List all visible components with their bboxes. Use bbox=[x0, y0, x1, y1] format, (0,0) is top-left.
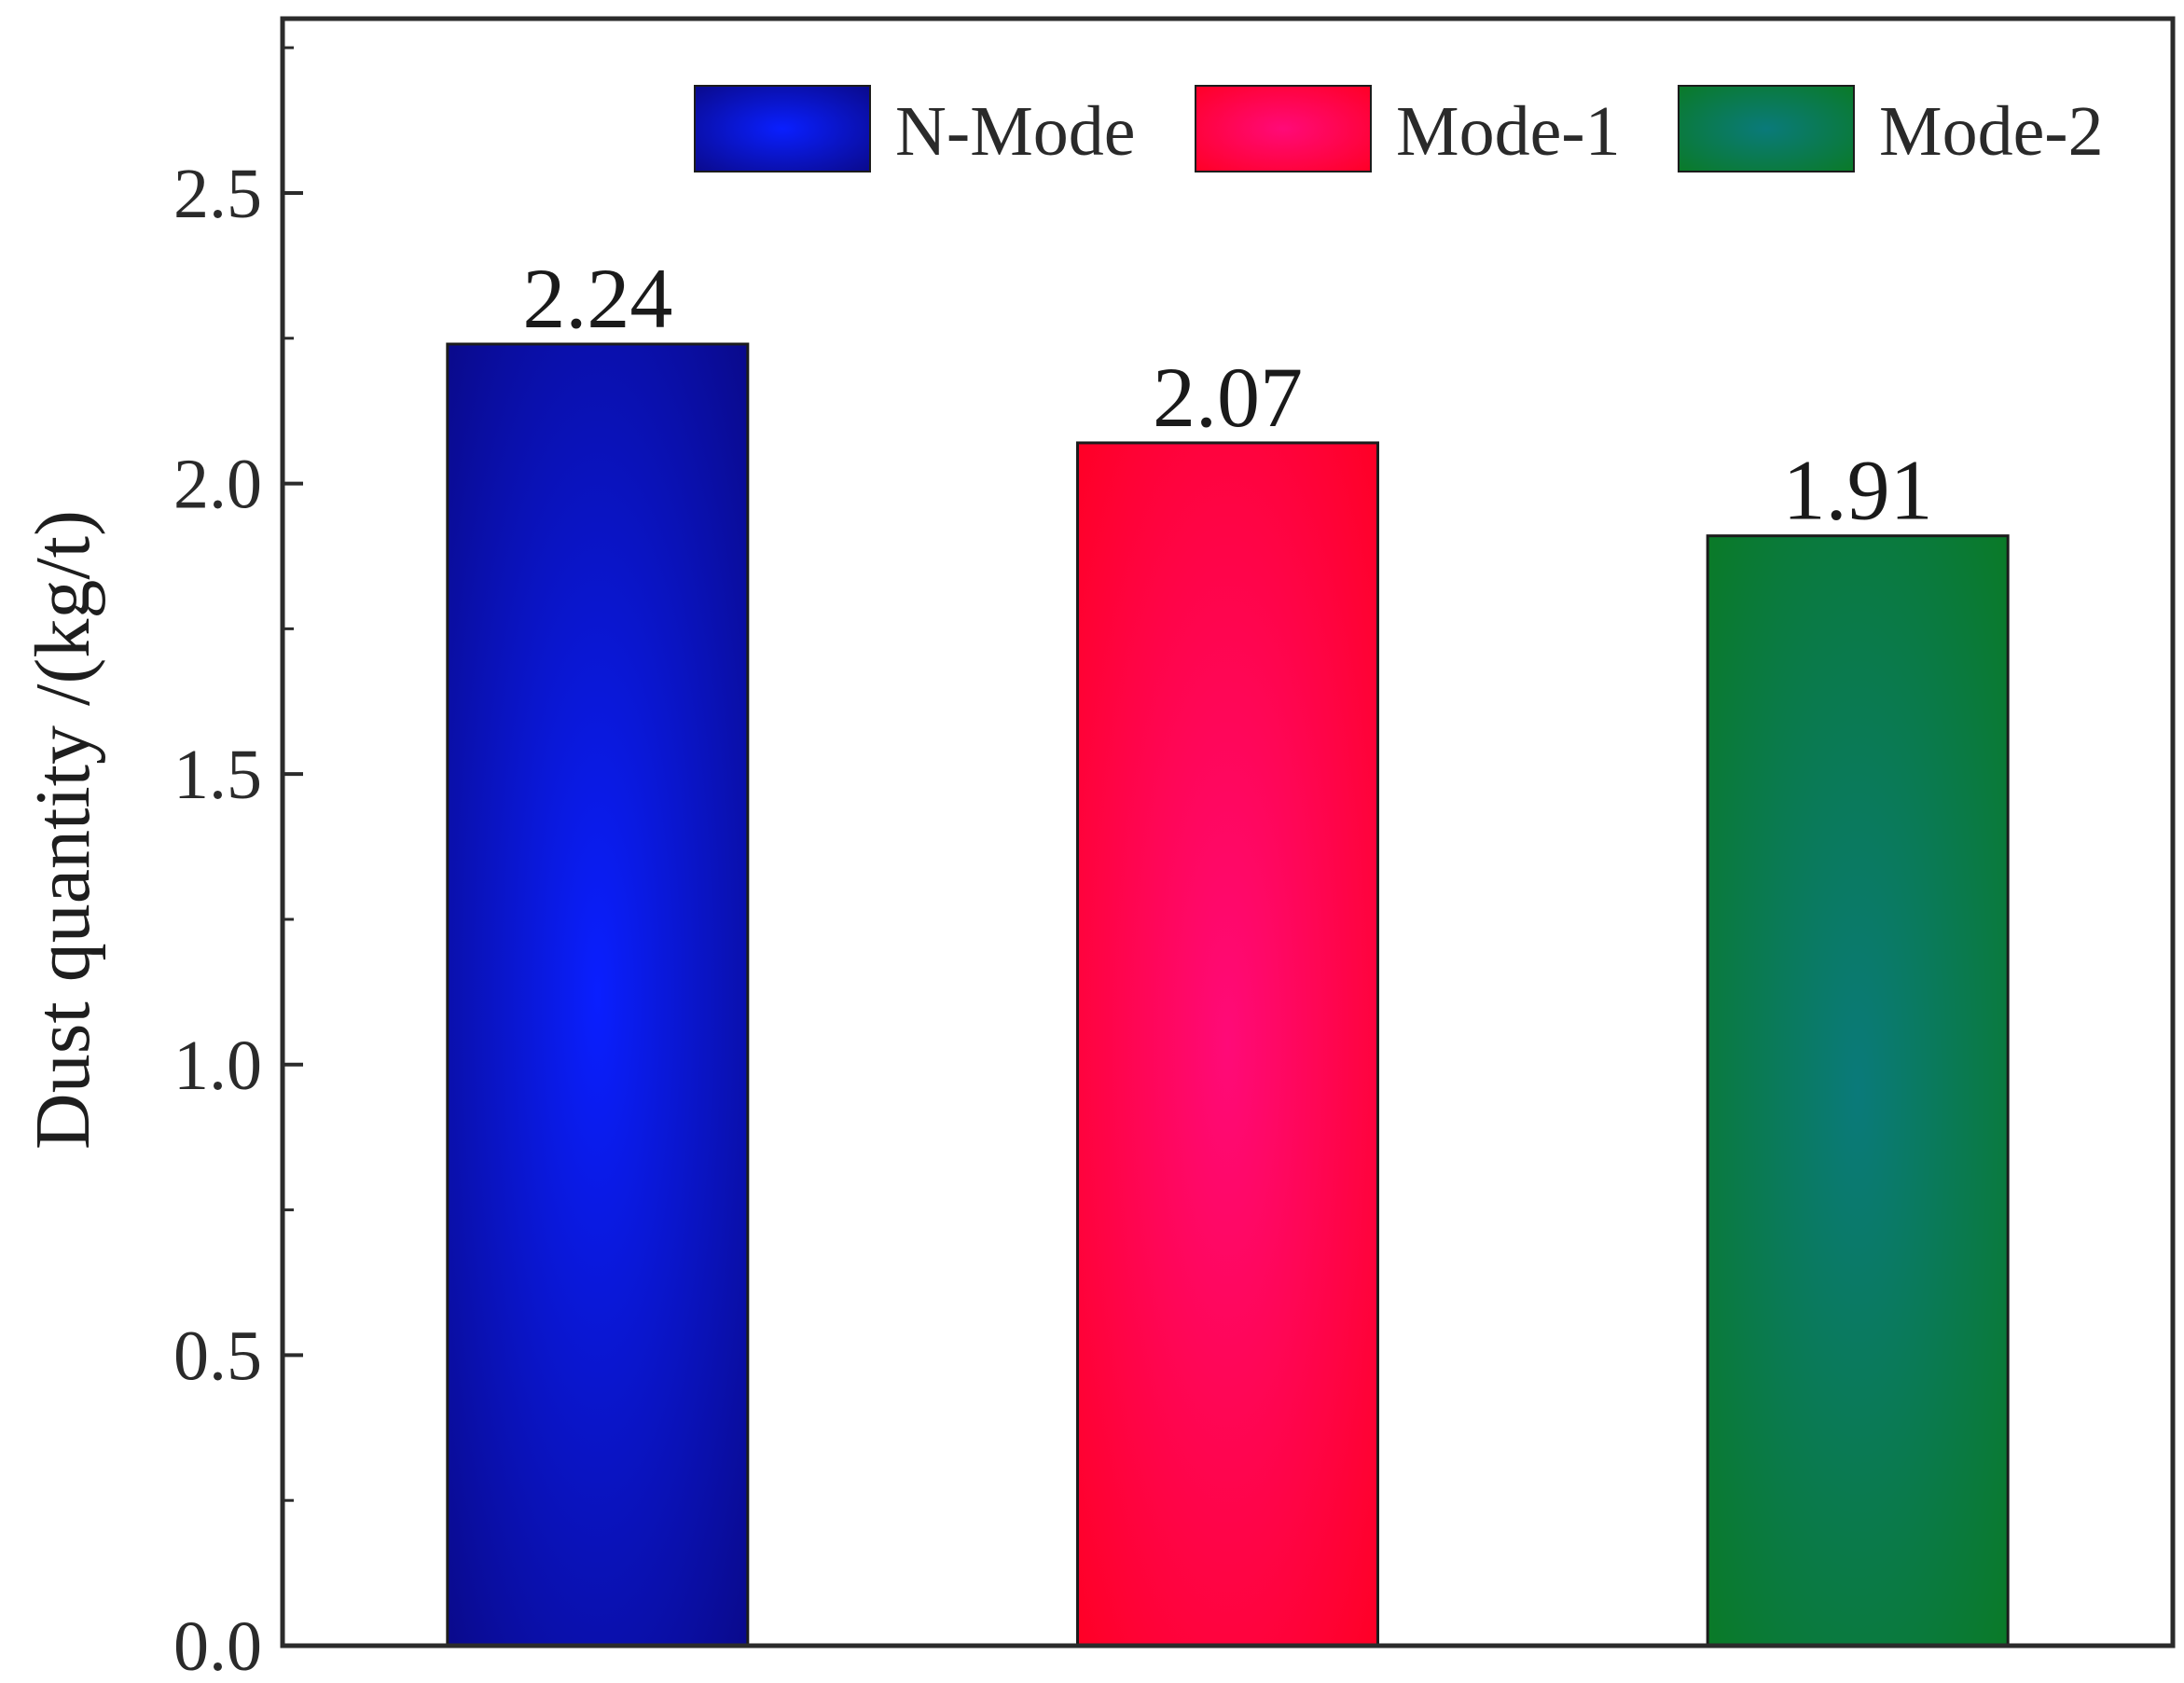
legend: N-Mode Mode-1 Mode-2 bbox=[694, 85, 2104, 172]
plot-frame bbox=[280, 16, 2176, 1649]
data-labels-layer: 2.24 2.07 1.91 bbox=[522, 251, 1932, 538]
y-tick-label: 1.0 bbox=[173, 1027, 262, 1105]
legend-swatch-n-mode bbox=[694, 85, 871, 172]
data-label-n-mode: 2.24 bbox=[522, 251, 672, 346]
legend-label-mode-2: Mode-2 bbox=[1879, 92, 2104, 171]
legend-swatch-mode-1 bbox=[1195, 85, 1372, 172]
legend-swatch-mode-2 bbox=[1678, 85, 1855, 172]
bar-mode-1 bbox=[1076, 441, 1379, 1648]
bar-mode-2 bbox=[1706, 534, 2010, 1648]
legend-label-n-mode: N-Mode bbox=[895, 92, 1136, 171]
y-tick-label: 2.5 bbox=[173, 155, 262, 233]
bar-n-mode bbox=[446, 342, 750, 1648]
y-tick-label: 0.5 bbox=[173, 1317, 262, 1395]
y-tick-label: 0.0 bbox=[173, 1607, 262, 1683]
legend-label-mode-1: Mode-1 bbox=[1396, 92, 1621, 171]
y-tick-label: 2.0 bbox=[173, 446, 262, 524]
data-label-mode-1: 2.07 bbox=[1153, 350, 1303, 445]
y-axis: 0.0 0.5 1.0 1.5 2.0 2.5 bbox=[173, 46, 303, 1683]
y-axis-title: Dust quantity /(kg/t) bbox=[20, 510, 106, 1150]
y-tick-label: 1.5 bbox=[173, 736, 262, 814]
bars-layer bbox=[446, 342, 2010, 1648]
data-label-mode-2: 1.91 bbox=[1783, 443, 1933, 538]
